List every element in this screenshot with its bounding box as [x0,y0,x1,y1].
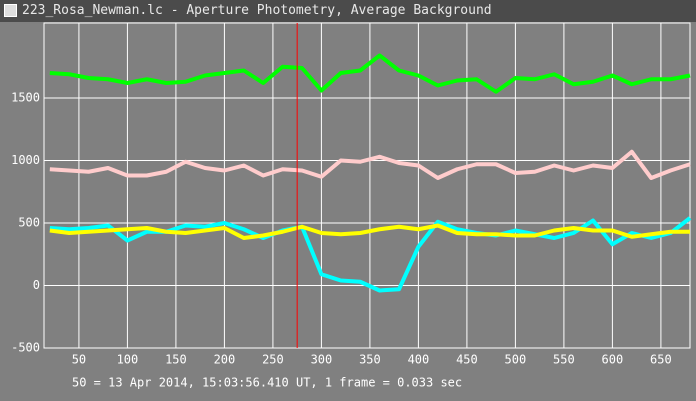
x-tick-label: 100 [117,353,139,367]
app-icon [4,4,17,17]
title-bar: 223_Rosa_Newman.lc - Aperture Photometry… [0,0,696,22]
y-tick-label: 1000 [11,153,40,167]
y-tick-label: 500 [18,216,40,230]
y-tick-label: 1500 [11,91,40,105]
x-tick-label: 650 [650,353,672,367]
x-tick-label: 550 [553,353,575,367]
x-tick-label: 400 [408,353,430,367]
x-tick-label: 250 [262,353,284,367]
x-tick-label: 200 [214,353,236,367]
window-title: 223_Rosa_Newman.lc - Aperture Photometry… [22,3,492,18]
footer: 50 = 13 Apr 2014, 15:03:56.410 UT, 1 fra… [72,376,462,390]
plot-frame [43,22,691,349]
x-tick-label: 350 [359,353,381,367]
x-tick-label: 50 [72,353,86,367]
x-tick-label: 300 [311,353,333,367]
x-tick-label: 500 [505,353,527,367]
x-tick-label: 150 [165,353,187,367]
x-tick-label: 450 [456,353,478,367]
series-line [49,53,691,94]
series-line [49,149,691,180]
y-tick-label: 0 [33,278,40,292]
series-line [49,223,690,240]
x-tick-label: 600 [602,353,624,367]
y-tick-label: -500 [11,341,40,355]
